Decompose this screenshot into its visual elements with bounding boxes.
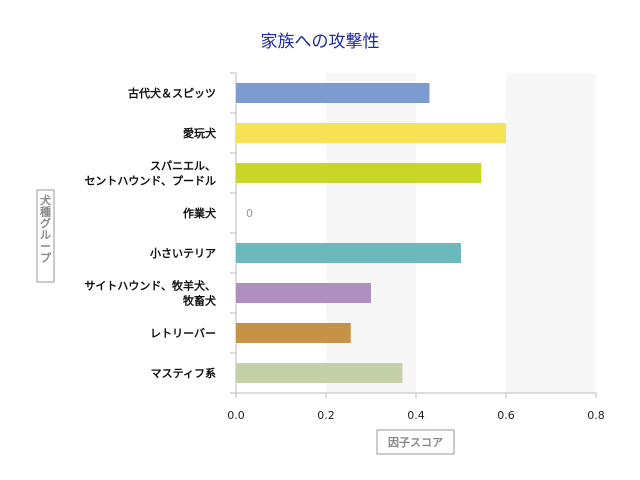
category-label: サイトハウンド、牧羊犬、牧畜犬 (84, 279, 217, 308)
category-label-line: レトリーバー (150, 327, 216, 340)
x-axis-title-box (376, 429, 455, 455)
category-label-line: セントハウンド、プードル (84, 174, 216, 188)
x-tick-label: 0.2 (317, 409, 335, 422)
y-axis-title-char: ー (40, 240, 51, 253)
category-label: 作業犬 (183, 206, 217, 220)
y-axis-title: 犬種グループ (40, 193, 52, 265)
grid-band (506, 73, 596, 393)
y-axis-title-box (36, 189, 55, 283)
category-label-line: 作業犬 (183, 206, 217, 220)
category-labels: 古代犬＆スピッツ愛玩犬スパニエル、セントハウンド、プードル作業犬小さいテリアサイ… (84, 86, 217, 380)
bar (236, 123, 506, 143)
category-label: マスティフ系 (151, 366, 216, 380)
x-tick-label: 0.8 (587, 409, 605, 422)
category-label-line: 牧畜犬 (183, 294, 217, 308)
category-label: 小さいテリア (149, 246, 216, 260)
grid-band (326, 73, 416, 393)
bar (236, 83, 430, 103)
category-label-line: スパニエル、 (150, 160, 216, 173)
x-tick-label: 0.4 (407, 409, 425, 422)
x-tick-label: 0.0 (227, 409, 245, 422)
bar (236, 323, 351, 343)
bar (236, 163, 482, 183)
category-label-line: マスティフ系 (151, 366, 216, 380)
grid-bands (326, 73, 596, 393)
category-label: 古代犬＆スピッツ (128, 86, 216, 100)
y-axis-title-char: グ (40, 216, 51, 230)
x-axis-title: 因子スコア (388, 436, 443, 449)
y-axis-title-char: プ (40, 251, 52, 265)
y-axis-title-char: ル (40, 229, 51, 242)
y-axis-title-char: 種 (40, 205, 51, 219)
bar (236, 363, 403, 383)
category-label: レトリーバー (150, 327, 216, 340)
y-axis-title-char: 犬 (40, 193, 52, 207)
bars: 0 (236, 83, 506, 383)
bar (236, 283, 371, 303)
category-label-line: サイトハウンド、牧羊犬、 (84, 279, 216, 293)
category-label-line: 小さいテリア (149, 246, 216, 260)
category-label: 愛玩犬 (183, 126, 217, 140)
category-label-line: 愛玩犬 (183, 126, 217, 140)
category-label: スパニエル、セントハウンド、プードル (84, 160, 216, 188)
chart-title: 家族への攻撃性 (261, 32, 380, 52)
x-tick-label: 0.6 (497, 409, 515, 422)
category-label-line: 古代犬＆スピッツ (128, 86, 216, 100)
data-label: 0 (246, 207, 253, 220)
x-ticks: 0.0 0.2 0.4 0.6 0.8 (227, 393, 605, 422)
bar (236, 243, 461, 263)
